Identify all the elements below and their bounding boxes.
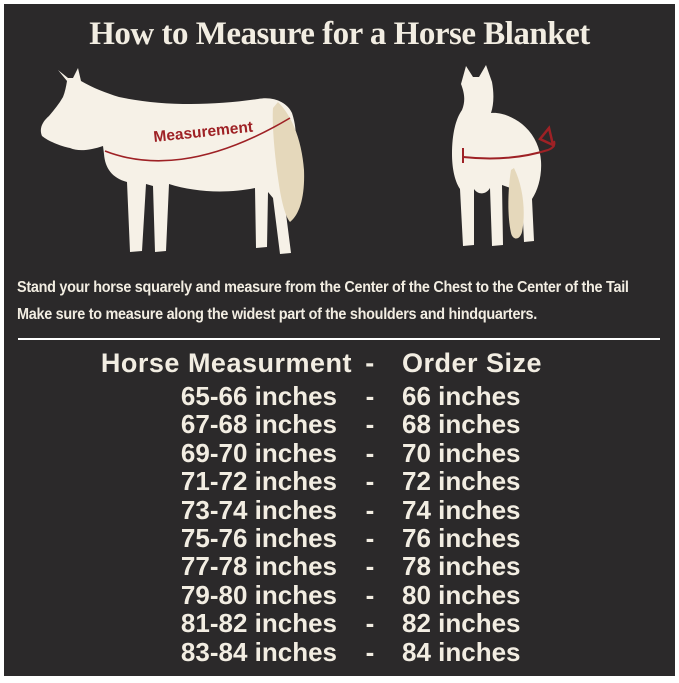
order-size-cell: 68 inches [402,409,521,440]
size-table-header: Horse Measurment - Order Size [4,345,675,382]
measurement-line [104,117,291,162]
measuring-instructions: Stand your horse squarely and measure fr… [17,274,629,328]
page-title: How to Measure for a Horse Blanket [89,16,590,52]
dash-separator: - [365,523,375,554]
horse-measurement-cell: 81-82 inches [180,608,337,639]
order-size-cell: 80 inches [402,579,521,610]
dash-separator: - [365,608,375,639]
size-table: Horse Measurment - Order Size 65-66 inch… [4,345,675,666]
dash-separator: - [365,437,375,468]
horse-measurement-cell: 73-74 inches [180,494,337,525]
horse-measurement-cell: 67-68 inches [180,409,337,440]
dash-separator: - [365,579,375,610]
horse-measurement-cell: 69-70 inches [180,437,337,468]
horse-measurement-cell: 83-84 inches [180,636,337,667]
front-horse-tail [508,168,524,239]
instructions-line-2: Make sure to measure along the widest pa… [17,306,538,323]
header-order-size: Order Size [402,348,543,378]
table-row: 67-68 inches - 68 inches [4,409,675,440]
horse-measurement-cell: 75-76 inches [180,523,337,554]
table-row: 71-72 inches - 72 inches [4,466,675,497]
table-row: 65-66 inches - 66 inches [4,381,675,411]
dash-separator: - [365,409,375,440]
front-horse-illustration [452,65,556,246]
order-size-cell: 70 inches [402,437,521,468]
order-size-cell: 82 inches [402,608,521,639]
dash-separator: - [365,636,375,667]
table-row: 75-76 inches - 76 inches [4,523,675,554]
horse-measurement-cell: 77-78 inches [180,551,337,582]
order-size-cell: 84 inches [402,636,521,667]
order-size-cell: 66 inches [402,381,521,411]
table-row: 83-84 inches - 84 inches [4,636,675,667]
horse-measurement-cell: 79-80 inches [180,579,337,610]
horse-measurement-cell: 65-66 inches [180,381,337,411]
header-dash-separator: - [365,348,375,378]
dash-separator: - [365,551,375,582]
size-table-body: 65-66 inches - 66 inches 67-68 inches - … [4,382,675,666]
table-row: 79-80 inches - 80 inches [4,579,675,610]
order-size-cell: 74 inches [402,494,521,525]
table-row: 81-82 inches - 82 inches [4,608,675,639]
table-row: 73-74 inches - 74 inches [4,494,675,525]
order-size-cell: 72 inches [402,466,521,497]
dash-separator: - [365,466,375,497]
side-horse-tail [272,102,305,222]
header-horse-measurement: Horse Measurment [100,348,352,378]
instructions-line-1: Stand your horse squarely and measure fr… [17,279,629,296]
side-horse-illustration: Measurement [40,68,305,254]
horse-measurement-cell: 71-72 inches [180,466,337,497]
divider [18,338,660,340]
dash-separator: - [365,494,375,525]
order-size-cell: 78 inches [402,551,521,582]
order-size-cell: 76 inches [402,523,521,554]
front-horse-body [452,65,542,246]
table-row: 77-78 inches - 78 inches [4,551,675,582]
table-row: 69-70 inches - 70 inches [4,437,675,468]
curved-arrow-icon [538,125,555,148]
dash-separator: - [365,381,375,411]
